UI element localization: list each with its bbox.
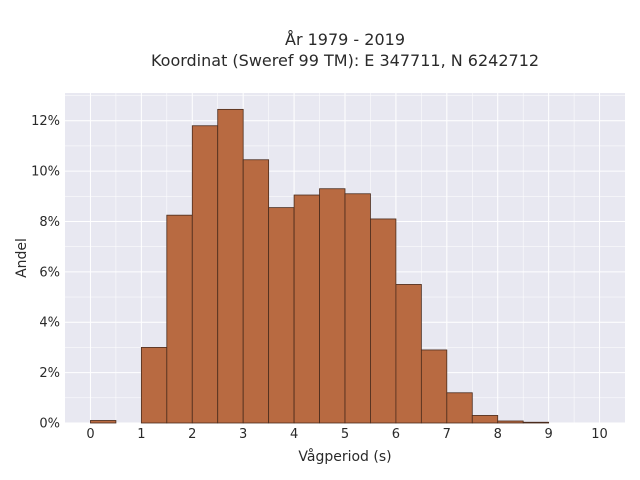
y-axis-ticks: 0% 2% 4% 6% 8% 10% 12% (31, 114, 60, 431)
x-tick-label: 10 (591, 427, 608, 442)
histogram-bar (446, 392, 473, 424)
y-tick-label: 10% (31, 165, 60, 180)
histogram-bar (497, 420, 524, 424)
x-tick-label: 8 (494, 427, 502, 442)
y-tick-label: 12% (31, 114, 60, 129)
y-tick-label: 2% (39, 366, 60, 381)
histogram-bar (268, 207, 295, 424)
x-tick-label: 0 (86, 427, 94, 442)
histogram-bar (90, 420, 117, 424)
y-tick-label: 0% (39, 417, 60, 432)
histogram-bar (471, 415, 499, 424)
histogram-bar (242, 159, 270, 424)
chart-title-line-2: Koordinat (Sweref 99 TM): E 347711, N 62… (151, 51, 539, 70)
histogram-bar (140, 347, 168, 424)
x-axis-ticks: 0 1 2 3 4 5 6 7 8 9 10 (86, 427, 608, 442)
histogram-bar (522, 421, 550, 424)
x-tick-label: 7 (443, 427, 451, 442)
histogram-bar (395, 284, 422, 424)
x-tick-label: 2 (188, 427, 196, 442)
histogram-bar (293, 194, 320, 424)
histogram-bar (217, 108, 244, 424)
histogram-bar (420, 349, 448, 424)
y-axis-label: Andel (14, 238, 30, 278)
chart-title-line-1: År 1979 - 2019 (285, 30, 405, 49)
x-tick-label: 1 (137, 427, 145, 442)
histogram-bar (191, 125, 219, 424)
y-tick-label: 8% (39, 215, 60, 230)
x-tick-label: 6 (392, 427, 400, 442)
y-tick-label: 6% (39, 265, 60, 280)
histogram-bar (370, 218, 397, 424)
bars (90, 108, 550, 424)
histogram-bar (344, 193, 371, 424)
x-tick-label: 5 (341, 427, 349, 442)
y-tick-label: 4% (39, 316, 60, 331)
x-tick-label: 3 (239, 427, 247, 442)
x-axis-label: Vågperiod (s) (298, 448, 391, 465)
histogram-bar (166, 214, 193, 424)
histogram-bar (319, 188, 346, 424)
x-tick-label: 4 (290, 427, 298, 442)
x-tick-label: 9 (544, 427, 552, 442)
